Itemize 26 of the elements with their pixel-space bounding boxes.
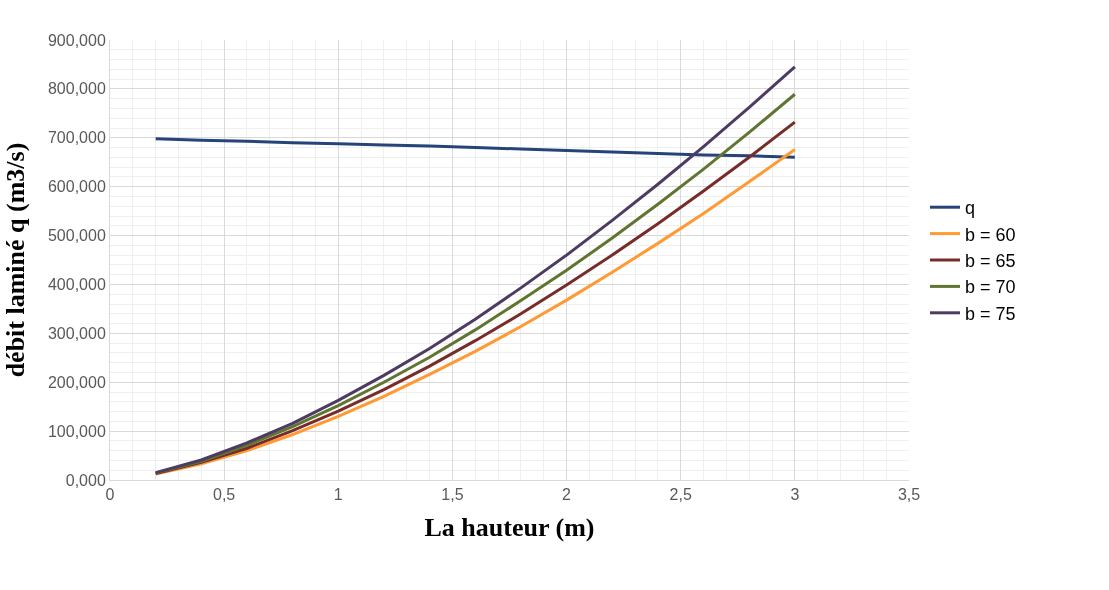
y-tick-label: 100,000 — [47, 422, 106, 440]
x-tick-label: 1,5 — [441, 486, 464, 504]
y-tick-label: 0,000 — [65, 471, 106, 489]
x-tick-label: 2,5 — [669, 486, 692, 504]
y-tick-label: 600,000 — [47, 178, 106, 196]
y-tick-label: 200,000 — [47, 373, 106, 391]
legend-label: b = 65 — [964, 251, 1016, 272]
x-tick-label: 3,5 — [897, 486, 921, 504]
x-tick-label: 3 — [790, 486, 800, 504]
y-tick-label: 400,000 — [47, 276, 106, 294]
x-tick-label: 0,5 — [213, 486, 236, 504]
y-tick-label: 300,000 — [47, 324, 106, 342]
legend-label: b = 70 — [964, 277, 1016, 298]
x-tick-label: 2 — [562, 486, 572, 504]
y-tick-label: 700,000 — [47, 129, 106, 147]
y-tick-label: 900,000 — [47, 31, 106, 49]
x-tick-label: 0 — [105, 486, 115, 504]
legend-label: q — [964, 198, 975, 219]
y-axis-title: débit laminé q (m3/s) — [1, 142, 31, 378]
legend-label: b = 75 — [964, 303, 1016, 324]
y-tick-label: 800,000 — [47, 80, 106, 98]
line-series — [154, 137, 797, 159]
y-tick-label: 500,000 — [47, 227, 106, 245]
x-tick-label: 1 — [333, 486, 343, 504]
x-axis-title: La hauteur (m) — [424, 512, 595, 542]
legend-label: b = 60 — [964, 224, 1016, 245]
